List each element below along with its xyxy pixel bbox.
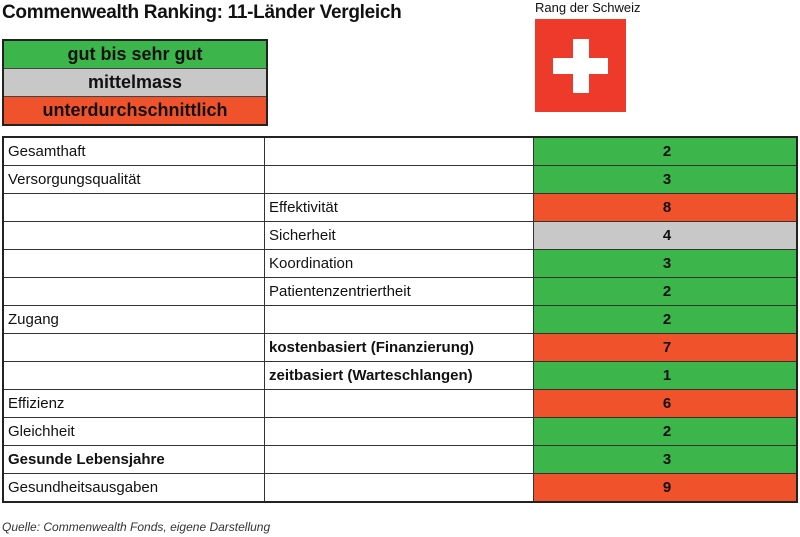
legend-mid: mittelmass (4, 69, 266, 97)
subcategory-cell: Patientenzentriertheit (264, 277, 534, 306)
page-title: Commenwealth Ranking: 11-Länder Vergleic… (2, 2, 402, 23)
category-cell (2, 249, 265, 278)
category-cell: Gesundheitsausgaben (2, 473, 265, 503)
table-row: Gesunde Lebensjahre 3 (2, 445, 798, 474)
table-row: Gleichheit 2 (2, 417, 798, 446)
category-cell (2, 277, 265, 306)
table-row: Versorgungsqualität 3 (2, 165, 798, 194)
category-cell: Gesunde Lebensjahre (2, 445, 265, 474)
subcategory-cell (264, 165, 534, 194)
subcategory-cell (264, 445, 534, 474)
table-row: Gesamthaft 2 (2, 136, 798, 166)
subcategory-cell (264, 417, 534, 446)
category-cell: Effizienz (2, 389, 265, 418)
table-row: Patientenzentriertheit 2 (2, 277, 798, 306)
flag-caption: Rang der Schweiz (535, 0, 641, 15)
rank-cell: 9 (533, 473, 798, 503)
table-row: Koordination 3 (2, 249, 798, 278)
color-legend: gut bis sehr gut mittelmass unterdurchsc… (2, 39, 268, 126)
rank-cell: 3 (533, 249, 798, 278)
subcategory-cell (264, 389, 534, 418)
rank-cell: 3 (533, 165, 798, 194)
subcategory-cell (264, 305, 534, 334)
rank-cell: 2 (533, 417, 798, 446)
rank-cell: 4 (533, 221, 798, 250)
legend-bad: unterdurchschnittlich (4, 97, 266, 124)
subcategory-cell: Sicherheit (264, 221, 534, 250)
subcategory-cell: zeitbasiert (Warteschlangen) (264, 361, 534, 390)
category-cell: Gesamthaft (2, 136, 265, 166)
legend-good: gut bis sehr gut (4, 41, 266, 69)
rank-cell: 2 (533, 277, 798, 306)
category-cell (2, 333, 265, 362)
table-row: kostenbasiert (Finanzierung) 7 (2, 333, 798, 362)
category-cell: Gleichheit (2, 417, 265, 446)
subcategory-cell: kostenbasiert (Finanzierung) (264, 333, 534, 362)
subcategory-cell (264, 473, 534, 503)
rank-cell: 6 (533, 389, 798, 418)
rank-cell: 2 (533, 136, 798, 166)
category-cell: Versorgungsqualität (2, 165, 265, 194)
table-row: zeitbasiert (Warteschlangen) 1 (2, 361, 798, 390)
subcategory-cell (264, 136, 534, 166)
table-row: Effizienz 6 (2, 389, 798, 418)
table-row: Zugang 2 (2, 305, 798, 334)
rank-cell: 1 (533, 361, 798, 390)
rank-cell: 8 (533, 193, 798, 222)
subcategory-cell: Koordination (264, 249, 534, 278)
table-row: Effektivität 8 (2, 193, 798, 222)
rank-cell: 7 (533, 333, 798, 362)
table-row: Sicherheit 4 (2, 221, 798, 250)
category-cell (2, 193, 265, 222)
rank-cell: 2 (533, 305, 798, 334)
category-cell: Zugang (2, 305, 265, 334)
source-note: Quelle: Commenwealth Fonds, eigene Darst… (2, 520, 271, 534)
table-row: Gesundheitsausgaben 9 (2, 473, 798, 503)
category-cell (2, 221, 265, 250)
ranking-table: Gesamthaft 2 Versorgungsqualität 3 Effektivi… (2, 136, 798, 503)
rank-cell: 3 (533, 445, 798, 474)
subcategory-cell: Effektivität (264, 193, 534, 222)
swiss-flag-icon (535, 19, 626, 112)
category-cell (2, 361, 265, 390)
